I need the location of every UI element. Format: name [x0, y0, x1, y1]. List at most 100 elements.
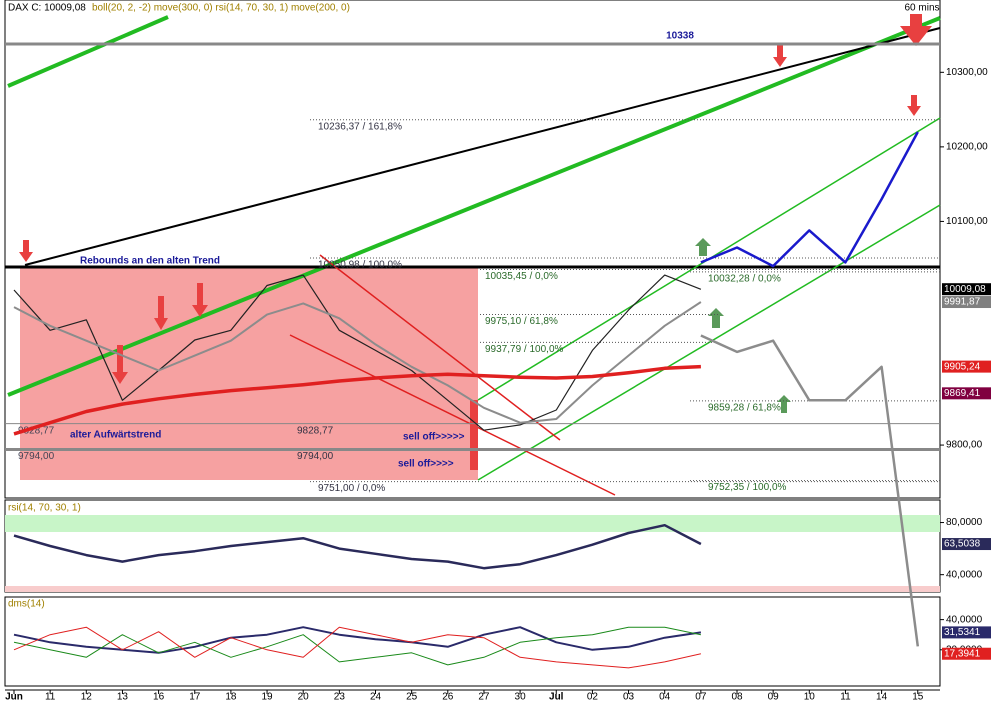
down-arrow — [900, 14, 932, 46]
last-value-label: 17,3941 — [944, 648, 981, 659]
last-value-label: 9905,24 — [944, 361, 981, 372]
y-tick-label: 80,0000 — [946, 517, 983, 528]
panel-title: dms(14) — [8, 599, 45, 610]
oversold-zone — [5, 586, 940, 592]
last-value-label: 31,5341 — [944, 627, 981, 638]
down-arrow — [907, 95, 921, 116]
up-arrow — [777, 395, 791, 413]
down-arrow — [773, 45, 787, 67]
x-tick-label: 20 — [298, 692, 310, 702]
last-value-box — [942, 538, 991, 551]
channel-line — [289, 334, 616, 496]
last-value-box — [942, 387, 991, 400]
x-tick-label: 09 — [768, 692, 780, 702]
arrows — [19, 14, 932, 470]
x-tick-label: 30 — [515, 692, 527, 702]
x-tick-label: Jun — [5, 692, 23, 702]
last-value-label: 9869,41 — [944, 388, 981, 399]
last-value-label: 10009,08 — [944, 284, 986, 295]
x-tick-label: 25 — [406, 692, 418, 702]
down-arrow — [112, 345, 128, 384]
annotation: sell off>>>>> — [403, 432, 465, 443]
last-value-label: 9991,87 — [944, 297, 981, 308]
x-tick-label: 16 — [153, 692, 165, 702]
x-tick-label: 08 — [731, 692, 743, 702]
series-line — [13, 626, 702, 654]
y-tick-label: 10100,00 — [946, 216, 988, 227]
symbol: DAX C: 10009,08 — [8, 3, 86, 14]
up-arrow — [708, 308, 724, 328]
level-label: 10035,45 / 0,0% — [485, 271, 558, 282]
channel-line — [319, 254, 561, 441]
last-value-box — [942, 360, 991, 373]
trend-line — [7, 16, 941, 397]
down-arrow — [192, 283, 208, 317]
series-line — [700, 131, 919, 268]
series-line — [700, 334, 920, 647]
series-line — [13, 523, 702, 570]
level-label: 9751,00 / 0,0% — [318, 483, 385, 494]
overbought-zone — [5, 515, 940, 532]
series-line — [13, 274, 702, 431]
panel-title: rsi(14, 70, 30, 1) — [8, 503, 81, 514]
level-label: 9828,77 — [18, 425, 55, 436]
down-arrow — [19, 240, 33, 262]
x-tick-label: 23 — [334, 692, 346, 702]
last-value-box — [942, 647, 991, 660]
level-label: 9828,77 — [297, 425, 334, 436]
x-tick-label: 26 — [442, 692, 454, 702]
annotation: sell off>>>> — [398, 459, 454, 470]
level-label: 10032,28 / 0,0% — [708, 274, 781, 285]
last-value-box — [942, 296, 991, 309]
annotation: Rebounds an den alten Trend — [80, 256, 220, 267]
series-line — [13, 364, 701, 436]
down-arrow — [154, 296, 168, 330]
y-tick-label: 40,0000 — [946, 569, 983, 580]
dms-panel — [4, 596, 941, 687]
last-value-box — [942, 283, 991, 296]
level-label: 9752,35 / 100,0% — [708, 482, 787, 493]
series-line — [13, 301, 702, 424]
x-tick-label: Jul — [549, 692, 564, 702]
level-label: 9794,00 — [297, 451, 334, 462]
range-box — [20, 268, 478, 480]
trend-line — [24, 27, 941, 266]
annotation: alter Aufwärtstrend — [70, 430, 161, 441]
x-tick-label: 11 — [840, 692, 851, 702]
x-tick-label: 12 — [81, 692, 93, 702]
x-tick-label: 07 — [695, 692, 707, 702]
trend-line — [7, 15, 169, 88]
x-tick-label: 17 — [189, 692, 201, 702]
level-label: 9975,10 / 61,8% — [485, 316, 558, 327]
last-value-box — [942, 626, 991, 639]
main-panel — [4, 0, 941, 499]
x-tick-label: 14 — [876, 692, 888, 702]
indicators: boll(20, 2, -2) move(300, 0) rsi(14, 70,… — [92, 3, 350, 14]
x-tick-label: 13 — [117, 692, 129, 702]
x-tick-label: 19 — [261, 692, 273, 702]
x-tick-label: 24 — [370, 692, 382, 702]
y-tick-label: 40,0000 — [946, 614, 983, 625]
last-value-label: 63,5038 — [944, 539, 981, 550]
y-tick-label: 10300,00 — [946, 67, 988, 78]
level-label: 10050,98 / 100,0% — [318, 260, 402, 271]
up-arrow — [695, 238, 711, 256]
level-label: 9794,00 — [18, 451, 55, 462]
arrows — [695, 238, 791, 413]
level-label: 10338 — [666, 31, 694, 42]
timeframe: 60 mins — [904, 3, 939, 14]
sell-bar — [470, 400, 478, 470]
series-line — [13, 626, 702, 669]
x-tick-label: 02 — [587, 692, 599, 702]
x-tick-label: 10 — [804, 692, 816, 702]
level-label: 9937,79 / 100,0% — [485, 344, 564, 355]
x-tick-label: 04 — [659, 692, 671, 702]
y-tick-label: 10200,00 — [946, 142, 988, 153]
level-label: 10236,37 / 161,8% — [318, 121, 402, 132]
y-tick-label: 9800,00 — [946, 440, 983, 451]
x-tick-label: 18 — [225, 692, 237, 702]
x-tick-label: 03 — [623, 692, 635, 702]
x-tick-label: 15 — [912, 692, 924, 702]
level-label: 9859,28 / 61,8% — [708, 403, 781, 414]
